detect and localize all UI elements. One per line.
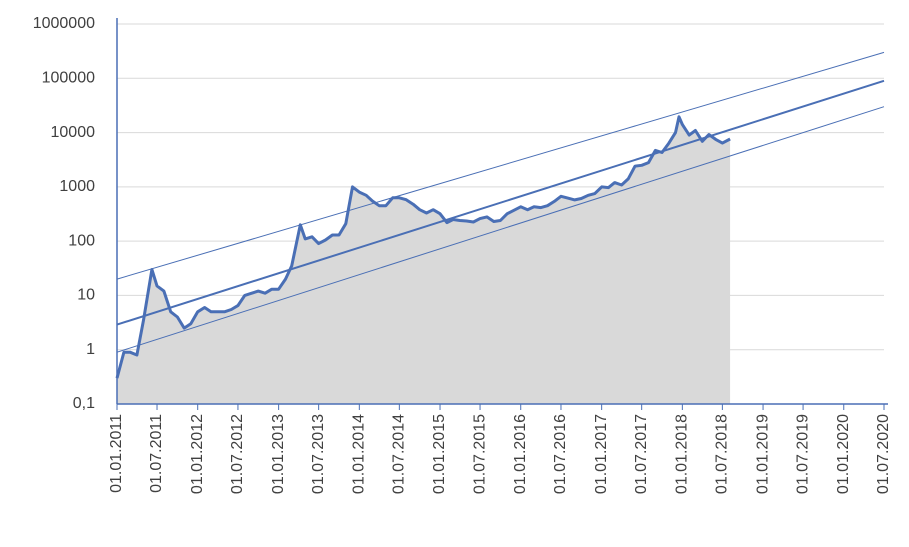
x-tick-label: 01.01.2020 (835, 414, 852, 494)
x-tick-label: 01.01.2016 (512, 414, 529, 494)
x-tick-label: 01.07.2017 (633, 414, 650, 494)
x-tick-label: 01.01.2017 (593, 414, 610, 494)
y-tick-label: 0,1 (73, 395, 95, 412)
x-tick-label: 01.01.2015 (431, 414, 448, 494)
price-line (115, 115, 731, 379)
x-tick-label: 01.01.2014 (351, 414, 368, 494)
x-tick-label: 01.01.2019 (754, 414, 771, 494)
trend-line (116, 106, 885, 353)
y-tick-label: 100000 (42, 70, 95, 87)
x-tick-label: 01.07.2020 (875, 414, 892, 494)
y-tick-label: 100 (68, 232, 95, 249)
y-tick-label: 1000000 (33, 15, 95, 32)
x-tick-label: 01.01.2013 (270, 414, 287, 494)
y-tick-label: 10 (77, 287, 95, 304)
trend-line (116, 51, 885, 280)
x-tick-label: 01.07.2018 (714, 414, 731, 494)
x-tick-label: 01.07.2019 (794, 414, 811, 494)
x-tick-label: 01.01.2018 (674, 414, 691, 494)
x-tick-label: 01.07.2013 (310, 414, 327, 494)
y-tick-label: 10000 (51, 124, 96, 141)
y-tick-label: 1 (86, 341, 95, 358)
x-tick-label: 01.07.2015 (471, 414, 488, 494)
x-tick-label: 01.07.2011 (148, 414, 165, 493)
x-tick-label: 01.01.2011 (108, 414, 125, 493)
y-tick-label: 1000 (59, 178, 95, 195)
trend-line (116, 79, 885, 326)
x-tick-label: 01.07.2012 (229, 414, 246, 494)
x-tick-label: 01.07.2014 (391, 414, 408, 494)
x-tick-label: 01.01.2012 (189, 414, 206, 494)
x-tick-label: 01.07.2016 (552, 414, 569, 494)
price-area (117, 116, 731, 405)
